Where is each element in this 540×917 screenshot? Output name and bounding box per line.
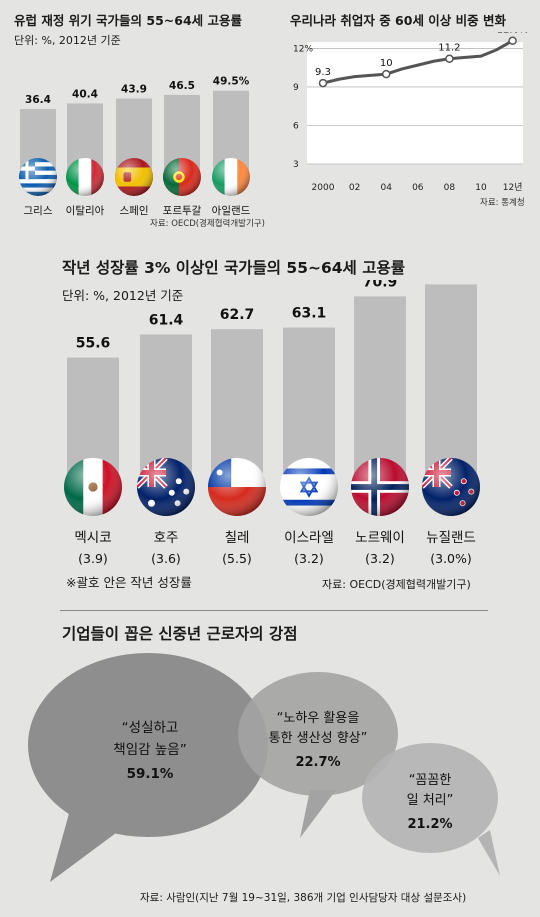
speech-bubble-chart: “성실하고 책임감 높음” 59.1% “노하우 활용을 통한 생산성 향상” … [28, 653, 500, 882]
middle-unit: 단위: %, 2012년 기준 [62, 288, 184, 303]
middle-title: 작년 성장률 3% 이상인 국가들의 55~64세 고용률 [62, 259, 405, 277]
bubble-3-line2: 일 처리” [407, 793, 454, 808]
line-point-label: 10 [380, 58, 393, 69]
growth-rate-label: (3.2) [365, 551, 395, 566]
bubble-3-percent: 21.2% [407, 817, 452, 832]
growth-country-label: 노르웨이 [355, 530, 405, 546]
line-x-tick: 08 [444, 183, 456, 193]
line-x-tick: 10 [475, 183, 487, 193]
top-right-title: 우리나라 취업자 중 60세 이상 비중 변화 [290, 13, 507, 28]
growth-rate-label: (3.6) [151, 551, 181, 566]
growth-bar-value: 63.1 [292, 306, 327, 322]
growth-country-label: 호주 [154, 530, 179, 546]
growth-rate-label: (5.5) [222, 551, 252, 566]
line-x-tick: 02 [349, 183, 360, 193]
euro-country-label: 아일랜드 [212, 204, 251, 217]
growth-bar-value: 70.9 [363, 280, 398, 290]
euro-bar-value: 46.5 [169, 80, 195, 92]
euro-bar-value: 43.9 [121, 84, 147, 96]
line-x-tick: 2000 [312, 183, 335, 193]
growth-bar-chart: 55.6 멕시코 (3.9) 61.4 호주 (3.6) 62.7 칠레 (5.5) 63.1 이스… [64, 280, 480, 566]
line-point [381, 69, 391, 79]
line-point-label: 11.2 [438, 43, 460, 54]
euro-bar-value: 49.5% [213, 76, 250, 88]
euro-bar-value: 36.4 [25, 94, 51, 106]
bubble-1-line1: “성실하고 [122, 720, 179, 736]
bottom-title: 기업들이 꼽은 신중년 근로자의 강점 [62, 625, 298, 643]
chile-flag-icon [208, 458, 266, 516]
growth-country-label: 칠레 [225, 530, 250, 546]
line-series [322, 39, 514, 85]
line-point [508, 36, 517, 45]
growth-country-label: 멕시코 [74, 530, 111, 546]
section-divider [60, 610, 488, 611]
bubble-1-percent: 59.1% [127, 766, 174, 782]
line-x-tick: 06 [412, 183, 424, 193]
top-left-title: 유럽 재정 위기 국가들의 55~64세 고용률 [14, 13, 243, 28]
euro-country-label: 그리스 [24, 205, 53, 217]
bubble-2-line1: “노하우 활용을 [277, 711, 360, 726]
euro-bar-chart: 36.4 그리스 40.4 이탈리아 43.9 스페인 46.5 포르투갈 49.5% 아일랜드 [19, 76, 251, 217]
line-point-label: 12.6% [497, 32, 529, 36]
euro-bar-value: 40.4 [72, 88, 98, 100]
bubble-1-line2: 책임감 높음” [113, 742, 186, 758]
israel-flag-icon [280, 458, 338, 516]
bubble-2-line2: 통한 생산성 향상” [269, 731, 368, 746]
growth-rate-label: (3.2) [294, 551, 324, 566]
bubble-2-percent: 22.7% [295, 755, 340, 770]
euro-country-label: 스페인 [120, 205, 149, 217]
korea-line-chart: 12% 9 6 3 9.3 10 11.2 12.6% 2000 02 04 06 08 10 12년 [293, 32, 529, 193]
growth-rate-label: (3.0%) [430, 551, 472, 566]
spain-flag-icon [115, 158, 153, 196]
mexico-flag-icon [64, 458, 122, 516]
euro-country-label: 포르투갈 [163, 204, 202, 217]
line-y-tick: 12% [293, 44, 313, 54]
ireland-flag-icon [212, 158, 250, 196]
growth-bar-value: 61.4 [149, 312, 184, 328]
australia-flag-icon [137, 458, 195, 516]
norway-flag-icon [351, 458, 409, 516]
growth-bar-value: 62.7 [220, 307, 255, 323]
greece-flag-icon [19, 158, 57, 196]
line-x-tick: 04 [380, 183, 392, 193]
middle-source: 자료: OECD(경제협력개발기구) [322, 578, 471, 591]
bubble-small-shape [362, 743, 500, 876]
growth-country-label: 이스라엘 [284, 530, 334, 546]
line-point [318, 78, 328, 88]
euro-country-label: 이탈리아 [66, 204, 105, 217]
top-left-unit: 단위: %, 2012년 기준 [14, 34, 121, 47]
line-y-tick: 6 [293, 121, 299, 131]
line-point-label: 9.3 [315, 67, 331, 78]
top-left-source: 자료: OECD(경제협력개발기구) [150, 219, 265, 229]
growth-bar [425, 284, 477, 487]
bubble-medium-shape [238, 672, 398, 838]
line-y-tick: 9 [293, 83, 299, 93]
bubble-3-line1: “꼼꼼한 [409, 773, 452, 788]
growth-note: ※괄호 안은 작년 성장률 [66, 575, 192, 590]
line-point [445, 54, 454, 63]
line-plot-area [307, 42, 523, 164]
line-x-tick: 12년 [503, 182, 523, 193]
portugal-flag-icon [163, 158, 201, 196]
growth-rate-label: (3.9) [78, 551, 108, 566]
newzealand-flag-icon [422, 458, 480, 516]
italy-flag-icon [66, 158, 104, 196]
top-right-source: 자료: 통계청 [480, 198, 525, 208]
line-y-tick: 3 [293, 160, 299, 170]
growth-bar-value: 55.6 [76, 336, 111, 352]
bottom-source: 자료: 사람인(지난 7월 19~31일, 386개 기업 인사담당자 대상 설… [140, 892, 467, 904]
growth-country-label: 뉴질랜드 [426, 530, 476, 546]
growth-bar [354, 296, 406, 487]
bubble-large-shape [28, 653, 268, 882]
